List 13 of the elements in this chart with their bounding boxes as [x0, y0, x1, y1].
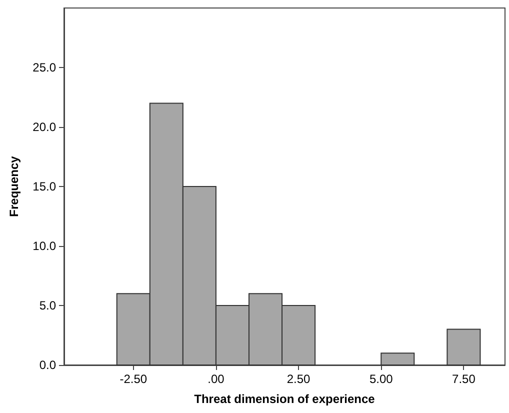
- y-tick-label: 0.0: [39, 358, 56, 372]
- x-tick-label: 5.00: [369, 372, 394, 386]
- y-tick-label: 10.0: [32, 239, 56, 253]
- x-tick-label: .00: [208, 372, 225, 386]
- x-tick-label: 2.50: [286, 372, 311, 386]
- y-tick-label: 20.0: [32, 120, 56, 134]
- x-tick-label: -2.50: [120, 372, 148, 386]
- y-axis-title: Frequency: [7, 156, 21, 217]
- x-axis-title: Threat dimension of experience: [194, 392, 376, 406]
- x-tick-label: 7.50: [452, 372, 476, 386]
- y-tick-label: 15.0: [32, 180, 56, 194]
- y-tick-label: 25.0: [32, 60, 56, 74]
- y-tick-label: 5.0: [39, 298, 56, 312]
